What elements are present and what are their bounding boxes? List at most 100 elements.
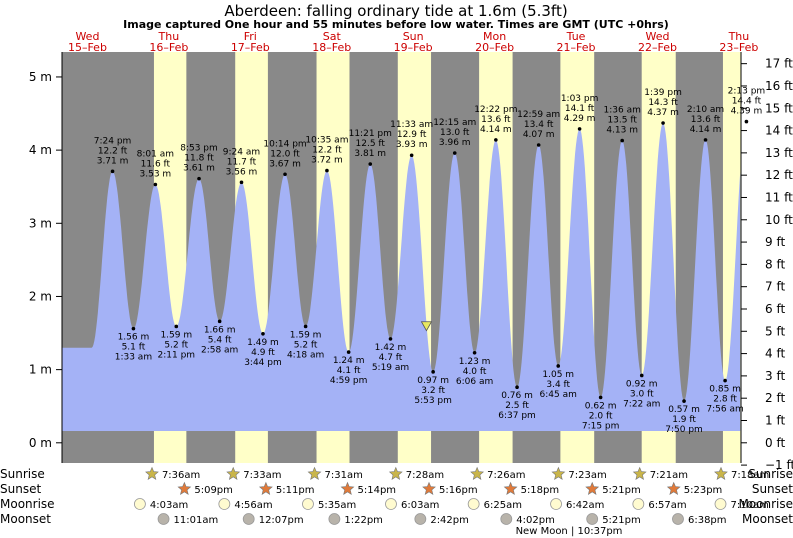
right-tick-label: 17 ft (765, 57, 793, 71)
high-tide-marker (661, 121, 665, 125)
low-tide-time: 1:33 am (115, 353, 152, 363)
high-tide-feet: 13.0 ft (440, 128, 470, 138)
sunrise-icon (226, 466, 241, 480)
sunset-time: 5:14pm (358, 485, 397, 496)
high-tide-time: 11:21 pm (349, 129, 392, 139)
left-tick-label: 1 m (29, 363, 52, 377)
sunrise-icon (551, 466, 566, 480)
high-tide-marker (536, 143, 541, 147)
moon-phase-note: New Moon | 10:37pm (516, 526, 623, 537)
sunset-time: 5:18pm (521, 485, 560, 496)
low-tide-time: 7:22 am (623, 399, 660, 409)
moonrise-icon (467, 498, 480, 510)
low-tide-feet: 1.9 ft (672, 415, 696, 425)
high-tide-feet: 13.6 ft (691, 115, 721, 125)
high-tide-metres: 3.93 m (396, 140, 428, 150)
sunrise-time: 7:28am (406, 470, 444, 481)
high-tide-time: 1:39 pm (644, 88, 682, 98)
right-tick-label: 12 ft (765, 168, 793, 182)
moonset-time: 12:07pm (259, 515, 304, 526)
sunset-time: 5:11pm (276, 485, 315, 496)
right-tick-label: 6 ft (765, 302, 785, 316)
moonset-icon (672, 513, 684, 525)
high-tide-feet: 11.8 ft (184, 154, 214, 164)
right-tick-label: 8 ft (765, 257, 785, 271)
day-date: 22–Feb (638, 41, 677, 54)
high-tide-marker (744, 119, 749, 124)
sunrise-time: 7:31am (325, 470, 363, 481)
sunrise-row-label-right: Sunrise (748, 467, 793, 481)
sunset-icon (585, 481, 600, 495)
moonrise-time: 6:03am (401, 500, 439, 511)
low-tide-feet: 3.4 ft (546, 380, 570, 390)
high-tide-feet: 14.4 ft (732, 97, 762, 107)
right-tick-label: 0 ft (765, 436, 785, 450)
moonrise-row-label-right: Moonrise (738, 497, 793, 511)
low-tide-time: 7:56 am (706, 405, 743, 415)
high-tide-metres: 4.14 m (690, 125, 722, 135)
moonset-icon (157, 513, 170, 525)
high-tide-marker (452, 151, 457, 155)
low-tide-marker (723, 378, 727, 383)
sunrise-time: 7:36am (162, 470, 200, 481)
sunrise-time: 7:26am (487, 470, 525, 481)
low-tide-feet: 5.4 ft (208, 335, 232, 345)
sunset-time: 5:16pm (439, 485, 478, 496)
high-tide-metres: 3.67 m (269, 159, 301, 169)
high-tide-marker (368, 162, 373, 166)
moonset-time: 6:38pm (688, 515, 727, 526)
high-tide-metres: 3.56 m (226, 167, 258, 177)
high-tide-feet: 14.1 ft (565, 104, 595, 114)
moonset-icon (328, 513, 341, 525)
sunset-icon (177, 481, 192, 495)
moonrise-time: 4:03am (150, 500, 188, 511)
low-tide-time: 3:44 pm (244, 358, 282, 368)
sunset-row-label-right: Sunset (752, 482, 793, 496)
day-name: Fri (244, 30, 257, 43)
low-tide-marker (303, 324, 308, 329)
right-tick-label: 5 ft (765, 324, 785, 338)
high-tide-time: 11:33 am (390, 120, 433, 130)
day-name: Thu (158, 30, 180, 43)
high-tide-time: 12:22 pm (474, 105, 517, 115)
right-tick-label: 3 ft (765, 369, 785, 383)
low-tide-time: 5:53 pm (414, 396, 452, 406)
low-tide-metres: 1.05 m (542, 370, 574, 380)
sunset-icon (340, 481, 355, 495)
low-tide-metres: 1.49 m (247, 338, 279, 348)
sunset-icon (422, 481, 436, 495)
day-date: 19–Feb (394, 41, 433, 54)
low-tide-metres: 0.85 m (709, 385, 741, 395)
moonset-row-label-right: Moonset (742, 512, 793, 526)
high-tide-marker (283, 172, 287, 177)
right-tick-label: 7 ft (765, 280, 785, 294)
chart-subtitle: Image captured One hour and 55 minutes b… (123, 18, 669, 31)
moonrise-time: 6:25am (484, 500, 522, 511)
high-tide-metres: 3.61 m (183, 164, 215, 174)
low-tide-marker (217, 319, 222, 324)
high-tide-feet: 12.0 ft (270, 149, 300, 159)
day-date: 18–Feb (312, 41, 351, 54)
high-tide-marker (197, 176, 201, 181)
high-tide-feet: 11.7 ft (227, 157, 257, 167)
low-tide-metres: 1.24 m (333, 356, 365, 366)
high-tide-time: 2:10 am (687, 105, 724, 115)
low-tide-time: 7:15 pm (582, 421, 620, 431)
sunrise-icon (145, 466, 159, 480)
high-tide-feet: 12.2 ft (312, 146, 342, 156)
high-tide-marker (153, 182, 158, 187)
low-tide-time: 6:06 am (456, 377, 493, 387)
low-tide-marker (682, 399, 686, 403)
high-tide-marker (409, 153, 414, 158)
sun-moon-rows: Sunrise Sunrise 7:36am 7:33am 7:31am 7:28am 7:… (0, 466, 793, 537)
moonset-time: 5:21pm (602, 515, 641, 526)
right-tick-label: 11 ft (765, 190, 793, 204)
low-tide-metres: 1.56 m (118, 333, 150, 343)
moonrise-icon (134, 498, 146, 510)
low-tide-time: 4:59 pm (330, 376, 368, 386)
high-tide-marker (239, 180, 244, 185)
sunset-row-label: Sunset (0, 482, 41, 496)
low-tide-time: 2:11 pm (158, 350, 196, 360)
low-tide-marker (261, 331, 265, 336)
